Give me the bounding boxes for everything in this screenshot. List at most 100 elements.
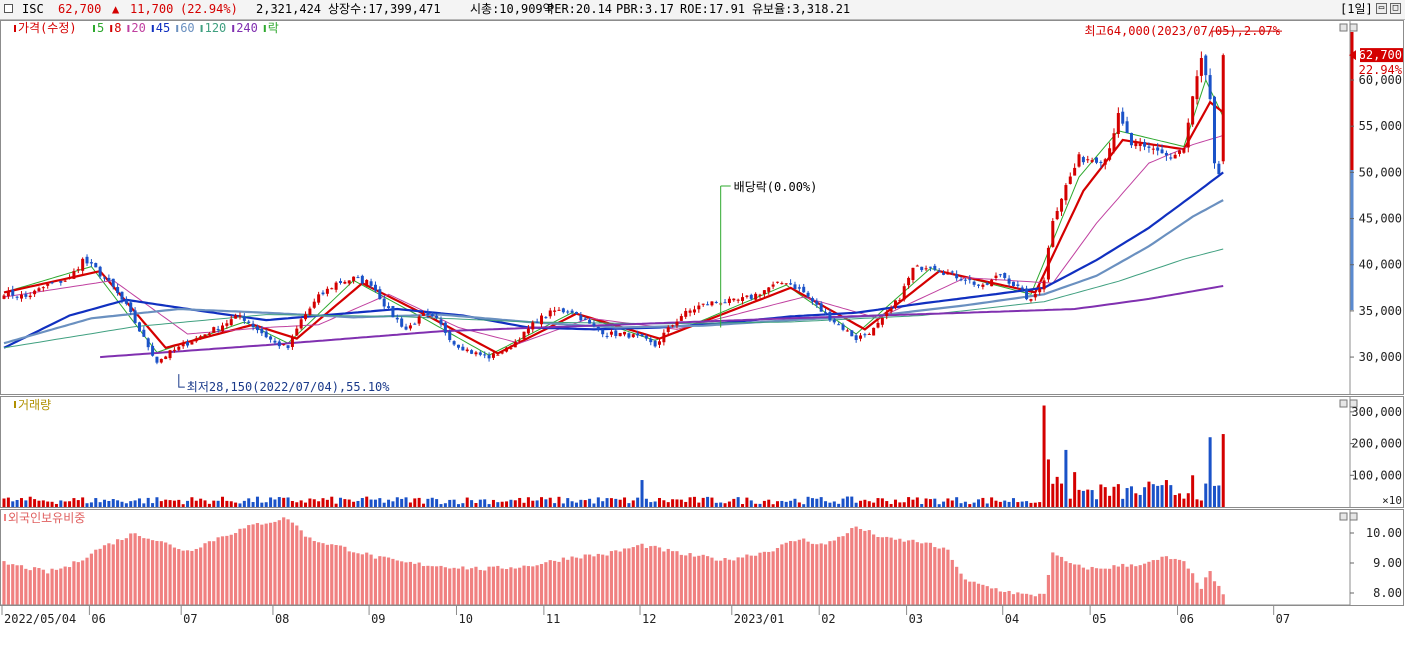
moving-average-20-line [3, 134, 1224, 344]
price-candle [1055, 211, 1059, 220]
price-candle [461, 346, 465, 351]
price-candle [404, 326, 408, 330]
stock-chart[interactable]: 30,000 35,000 40,000 45,000 50,000 55,000 60,0… [0, 20, 1405, 648]
price-candle [767, 287, 771, 292]
volume-bar [867, 501, 871, 507]
price-candle [491, 353, 495, 358]
price-candle [727, 298, 731, 304]
panel-maximize-icon[interactable] [1349, 512, 1358, 521]
period-selector[interactable]: [1일] [1340, 2, 1373, 16]
volume-bar [727, 501, 731, 507]
foreign-ownership-bar [522, 565, 526, 605]
panel-maximize-icon[interactable] [1349, 23, 1358, 32]
price-candle [714, 301, 718, 303]
price-candle [802, 286, 806, 293]
panel-maximize-icon[interactable] [1349, 399, 1358, 408]
volume-bar [841, 498, 845, 507]
volume-bar [207, 503, 211, 507]
foreign-ownership-bar [609, 551, 614, 605]
foreign-ownership-bar [631, 547, 635, 605]
foreign-ownership-bar [107, 543, 111, 605]
price-candle [850, 330, 854, 337]
price-candle [242, 316, 246, 321]
legend-item-4[interactable]: 45 [156, 21, 170, 35]
foreign-ownership-bar [111, 544, 115, 605]
foreign-ownership-bar [928, 542, 933, 605]
price-candle [395, 317, 399, 320]
price-candle [596, 326, 600, 330]
foreign-ownership-bar [365, 552, 369, 605]
volume-bar [1173, 494, 1177, 507]
price-candle [116, 287, 120, 294]
maximize-icon[interactable]: □ [1390, 3, 1401, 14]
panel-minimize-icon[interactable] [1339, 399, 1348, 408]
price-candle [15, 296, 19, 298]
volume-bar [819, 497, 823, 507]
price-candle [483, 354, 487, 356]
price-candle [640, 334, 644, 336]
volume-bar [378, 498, 382, 507]
legend-item-8[interactable]: 락 [268, 21, 279, 35]
foreign-ownership-bar [539, 563, 544, 605]
foreign-ownership-bar [1011, 594, 1016, 605]
foreign-ownership-bar [972, 581, 976, 605]
volume-bar [950, 500, 954, 507]
panel-minimize-icon[interactable] [1339, 512, 1348, 521]
price-candle [255, 326, 259, 331]
price-candle [841, 324, 845, 330]
price-candle [321, 292, 325, 295]
legend-item-3[interactable]: 20 [131, 21, 145, 35]
volume-bar [1086, 489, 1090, 507]
foreign-ownership-bar [413, 563, 417, 605]
price-candle [1147, 146, 1151, 148]
legend-swatch [151, 25, 154, 32]
price-candle [780, 283, 784, 285]
price-candle [164, 356, 168, 360]
panel-minimize-icon[interactable] [1339, 23, 1348, 32]
price-candle [876, 322, 880, 328]
volume-bar [933, 498, 937, 507]
foreign-ownership-bar [946, 549, 950, 605]
price-candle [443, 322, 447, 333]
legend-item-0[interactable]: 가격(수정) [18, 21, 77, 35]
foreign-ownership-bar [1059, 556, 1064, 605]
legend-item-1[interactable]: 5 [97, 21, 104, 35]
foreign-ownership-bar [1221, 594, 1225, 605]
price-candle [369, 281, 373, 286]
foreign-ownership-bar [793, 541, 797, 605]
foreign-ownership-bar [684, 555, 688, 605]
foreign-ownership-bar [1103, 568, 1107, 605]
foreign-ownership-bar [662, 551, 666, 605]
foreign-ownership-bar [736, 557, 740, 605]
restore-icon[interactable]: ▭ [1376, 3, 1387, 14]
legend-item-7[interactable]: 240 [236, 21, 258, 35]
moving-average-45-line [3, 171, 1224, 349]
foreign-ownership-bar [758, 552, 762, 605]
foreign-ownership-bar [740, 557, 745, 605]
foreign-ownership-bar [1112, 565, 1116, 605]
price-candle [400, 318, 404, 327]
foreign-ownership-bar [898, 538, 902, 605]
foreign-ownership-bar [723, 558, 727, 605]
volume-bar [911, 499, 915, 507]
price-candle [588, 319, 592, 324]
volume-bar [998, 501, 1002, 507]
volume-bar [369, 499, 373, 507]
legend-item-6[interactable]: 120 [205, 21, 227, 35]
price-candle [662, 332, 666, 343]
foreign-ownership-bar [911, 539, 915, 605]
legend-item-5[interactable]: 60 [180, 21, 194, 35]
foreign-ownership-bar [959, 573, 963, 605]
price-candle [1095, 157, 1098, 163]
volume-tick-label: 300,000 [1351, 405, 1402, 419]
legend-item-2[interactable]: 8 [114, 21, 121, 35]
foreign-ownership-bar [719, 560, 723, 605]
foreign-ownership-bar [116, 539, 120, 605]
foreign-ownership-bar [837, 536, 841, 605]
price-candle [627, 333, 631, 338]
foreign-ownership-bar [1064, 561, 1068, 605]
price-candle [172, 349, 176, 351]
price-candle [1042, 280, 1046, 290]
foreign-ownership-bar [675, 551, 679, 605]
chart-checkbox[interactable] [4, 4, 13, 13]
